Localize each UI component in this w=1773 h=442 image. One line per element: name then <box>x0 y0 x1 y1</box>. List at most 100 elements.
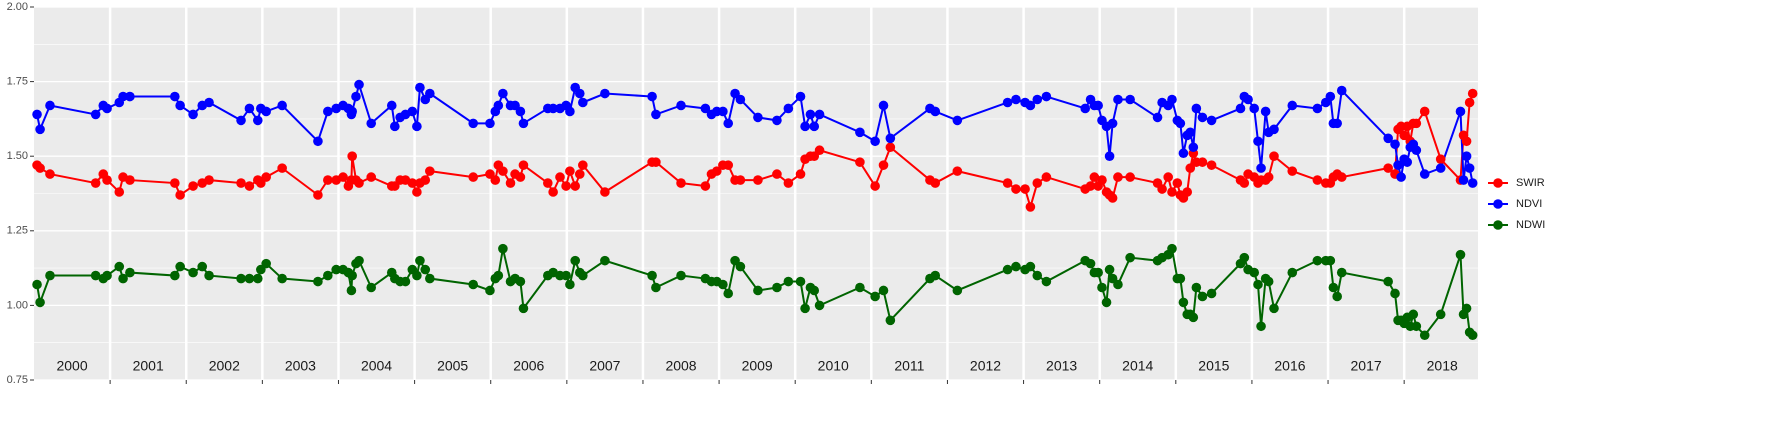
point <box>800 121 810 132</box>
point <box>952 285 963 296</box>
point <box>600 255 610 266</box>
point <box>1206 160 1217 170</box>
point <box>578 97 588 108</box>
point <box>723 160 734 170</box>
point <box>125 175 135 185</box>
point <box>1188 312 1199 323</box>
point <box>1125 172 1135 182</box>
point <box>809 285 820 296</box>
point <box>795 276 806 287</box>
point <box>415 255 425 266</box>
point <box>600 88 610 99</box>
point <box>878 160 889 170</box>
point <box>485 118 495 129</box>
point <box>1172 178 1183 188</box>
point <box>795 91 806 102</box>
point <box>197 261 208 272</box>
point <box>1408 309 1419 320</box>
point <box>548 103 558 114</box>
point <box>347 270 357 281</box>
year-label: 2006 <box>513 358 544 374</box>
point <box>1191 103 1202 114</box>
point <box>420 175 431 185</box>
point <box>930 270 941 281</box>
point <box>885 315 896 326</box>
point <box>118 91 128 102</box>
point <box>518 118 529 129</box>
point <box>354 79 364 90</box>
point <box>570 181 581 191</box>
point <box>277 273 287 284</box>
point <box>651 282 661 293</box>
point <box>1325 255 1336 266</box>
point <box>543 178 553 188</box>
y-tick-label: 1.25 <box>7 225 28 237</box>
point <box>855 282 865 293</box>
point <box>1107 118 1118 129</box>
point <box>1101 297 1112 308</box>
point <box>1097 175 1107 185</box>
point <box>1464 163 1475 173</box>
point <box>1253 136 1263 147</box>
point <box>711 166 722 176</box>
point <box>1390 288 1400 299</box>
point <box>1188 142 1199 153</box>
point <box>90 178 101 188</box>
point <box>800 303 810 314</box>
point <box>331 264 341 275</box>
point <box>425 273 435 284</box>
point <box>795 169 806 179</box>
point <box>1325 91 1336 102</box>
point <box>1411 321 1422 332</box>
point <box>1269 151 1279 161</box>
point <box>313 276 323 287</box>
point <box>878 100 889 111</box>
point <box>1260 106 1271 117</box>
point <box>1435 309 1446 320</box>
point <box>45 100 55 111</box>
point <box>261 172 271 182</box>
point <box>772 115 782 126</box>
point <box>351 91 361 102</box>
point <box>170 270 180 281</box>
point <box>407 106 418 117</box>
point <box>175 190 185 200</box>
point <box>930 106 941 117</box>
point <box>735 261 746 272</box>
point <box>354 178 364 188</box>
point <box>515 106 526 117</box>
point <box>772 282 782 293</box>
point <box>1235 103 1246 114</box>
year-label: 2017 <box>1351 358 1382 374</box>
point <box>1455 249 1466 260</box>
point <box>578 270 588 281</box>
point <box>1263 172 1274 182</box>
point <box>814 300 825 311</box>
point <box>1411 145 1422 156</box>
point <box>1089 172 1100 182</box>
point <box>346 285 357 296</box>
point <box>1312 175 1323 185</box>
point <box>1104 264 1115 275</box>
y-tick-label: 2.00 <box>7 1 28 13</box>
point <box>1396 172 1406 182</box>
point <box>412 270 422 281</box>
point <box>1152 112 1163 123</box>
point <box>204 97 214 108</box>
point <box>498 166 508 176</box>
point <box>1263 276 1274 287</box>
point <box>1461 303 1472 314</box>
point <box>468 279 479 290</box>
point <box>1185 127 1196 138</box>
point <box>805 109 816 120</box>
point <box>723 288 734 299</box>
legend-point <box>1493 199 1503 209</box>
year-label: 2009 <box>742 358 773 374</box>
point <box>676 178 686 188</box>
point <box>1182 187 1193 197</box>
point <box>1163 172 1173 182</box>
point <box>518 303 529 314</box>
point <box>565 279 575 290</box>
point <box>313 136 323 147</box>
